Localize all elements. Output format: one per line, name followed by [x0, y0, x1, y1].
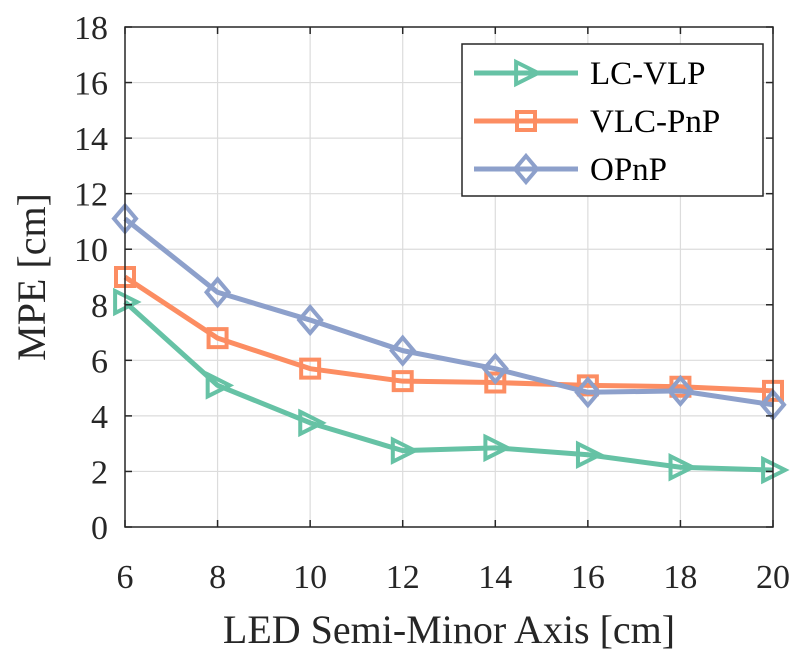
x-tick-labels: 6 8 10 12 14 16 18 20: [117, 559, 791, 596]
data-point-marker: [668, 453, 698, 482]
data-point-marker: [205, 371, 235, 400]
y-tick-label: 16: [74, 66, 108, 103]
data-point-marker: [575, 440, 605, 470]
data-point-marker: [206, 327, 229, 350]
plot-frame: [124, 26, 774, 528]
data-point-marker: [114, 266, 136, 288]
grid: [125, 27, 773, 527]
legend-marker: [514, 58, 543, 88]
y-tick-label: 6: [91, 343, 108, 380]
y-tick-label: 10: [74, 232, 108, 269]
legend-entry-opnp: OPnP: [474, 152, 667, 188]
data-point-marker: [298, 408, 327, 438]
x-tick-label: 16: [571, 559, 605, 596]
data-point-marker: [389, 334, 417, 367]
x-tick-label: 14: [478, 559, 512, 596]
x-axis-label: LED Semi-Minor Axis [cm]: [223, 607, 675, 652]
series-layer: [111, 202, 790, 485]
y-tick-labels: 0 2 4 6 8 10 12 14 16 18: [74, 10, 108, 547]
legend-marker: [512, 152, 540, 186]
x-tick-label: 8: [209, 559, 226, 596]
y-tick-label: 18: [74, 10, 108, 47]
data-point-marker: [666, 374, 695, 407]
y-tick-label: 2: [91, 454, 108, 491]
x-tick-label: 18: [663, 559, 697, 596]
x-tick-label: 10: [293, 559, 327, 596]
data-point-marker: [391, 370, 414, 393]
data-point-marker: [296, 303, 324, 337]
legend-label: OPnP: [590, 152, 667, 188]
data-point-marker: [483, 433, 512, 463]
legend: LC-VLP VLC-PnP OPnP: [461, 43, 764, 197]
legend-label: VLC-PnP: [590, 104, 720, 140]
tick-marks: [124, 26, 774, 528]
data-point-marker: [299, 357, 322, 380]
y-tick-label: 14: [74, 121, 108, 158]
series-line: [123, 274, 774, 394]
series-lc-vlp: [113, 287, 790, 485]
x-tick-label: 6: [117, 559, 134, 596]
legend-label: LC-VLP: [590, 56, 706, 92]
data-point-marker: [761, 455, 790, 485]
legend-entry-vlc-pnp: VLC-PnP: [474, 104, 720, 140]
x-tick-label: 20: [756, 559, 790, 596]
series-line: [123, 300, 774, 473]
y-tick-label: 0: [91, 510, 108, 547]
data-point-marker: [390, 436, 420, 465]
data-point-marker: [481, 352, 509, 385]
y-axis-label: MPE [cm]: [9, 193, 54, 361]
x-tick-label: 12: [386, 559, 420, 596]
data-point-marker: [203, 276, 232, 309]
y-tick-label: 8: [91, 288, 108, 325]
data-point-marker: [113, 287, 142, 317]
data-point-marker: [574, 376, 602, 409]
y-tick-label: 4: [91, 399, 108, 436]
series-line: [123, 216, 774, 408]
legend-marker: [515, 110, 537, 132]
data-point-marker: [484, 371, 507, 394]
legend-entry-lc-vlp: LC-VLP: [474, 56, 706, 92]
y-tick-label: 12: [74, 177, 108, 214]
